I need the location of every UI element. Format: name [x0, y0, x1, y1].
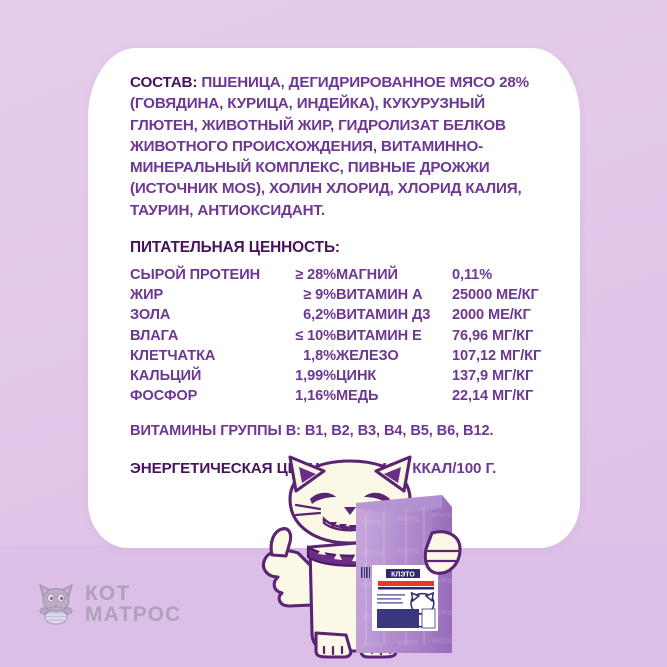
svg-text:КЛЭТО: КЛЭТО — [398, 517, 419, 523]
card-content: СОСТАВ: ПШЕНИЦА, ДЕГИДРИРОВАННОЕ МЯСО 28… — [130, 72, 560, 479]
table-row: КЛЕТЧАТКА 1,8% ЖЕЛЕЗО 107,12 МГ/КГ — [130, 346, 554, 366]
nutrient-name: ВИТАМИН А — [336, 287, 423, 304]
nutrient-name: ВИТАМИН Е — [336, 327, 422, 344]
svg-text:КЛЭТО: КЛЭТО — [398, 549, 419, 555]
svg-text:КЛЭТО: КЛЭТО — [432, 513, 453, 519]
nutrient-name: МЕДЬ — [336, 388, 379, 405]
nutrient-value: 107,12 МГ/КГ — [452, 347, 542, 364]
svg-text:КЛЭТО: КЛЭТО — [362, 643, 383, 649]
nutrient-name: КЛЕТЧАТКА — [130, 347, 216, 364]
nutrient-value: 1,8% — [303, 347, 336, 364]
brand-logo-line2: Матрос — [85, 603, 182, 626]
nutrient-name: ЗОЛА — [130, 307, 171, 324]
table-row: ВЛАГА ≤ 10% ВИТАМИН Е 76,96 МГ/КГ — [130, 326, 554, 346]
ingredients-label: СОСТАВ: — [130, 74, 198, 91]
nutrient-name: ЦИНК — [336, 368, 377, 385]
ingredients-paragraph: СОСТАВ: ПШЕНИЦА, ДЕГИДРИРОВАННОЕ МЯСО 28… — [130, 72, 542, 221]
table-row: ЗОЛА 6,2% ВИТАМИН Д3 2000 МЕ/КГ — [130, 305, 554, 325]
cat-head-icon — [36, 583, 76, 625]
nutrient-value: 1,16% — [295, 388, 336, 405]
vitamins-b-line: ВИТАМИНЫ ГРУППЫ B: B1, B2, B3, B4, B5, B… — [130, 422, 494, 439]
svg-text:КЛЭТО: КЛЭТО — [398, 641, 419, 647]
nutrient-value: 2000 МЕ/КГ — [452, 307, 531, 324]
nutrient-value: 6,2% — [303, 307, 336, 324]
nutrient-value: 137,9 МГ/КГ — [452, 368, 534, 385]
nutrient-name: СЫРОЙ ПРОТЕИН — [130, 267, 261, 284]
nutrient-name: ВИТАМИН Д3 — [336, 307, 431, 324]
nutrient-name: МАГНИЙ — [336, 267, 398, 284]
nutrient-value: ≥ 9% — [303, 287, 336, 304]
nutrient-name: КАЛЬЦИЙ — [130, 368, 202, 385]
table-row: СЫРОЙ ПРОТЕИН ≥ 28% МАГНИЙ 0,11% — [130, 265, 554, 285]
table-row: ФОСФОР 1,16% МЕДЬ 22,14 МГ/КГ — [130, 386, 554, 406]
nutrient-name: ЖИР — [130, 287, 164, 304]
nutrient-value: ≥ 28% — [295, 267, 336, 284]
nutrient-name: ЖЕЛЕЗО — [336, 347, 399, 364]
svg-text:КЛЭТО: КЛЭТО — [432, 611, 453, 617]
table-row: КАЛЬЦИЙ 1,99% ЦИНК 137,9 МГ/КГ — [130, 366, 554, 386]
nutrient-value: 0,11% — [452, 267, 493, 284]
svg-text:КЛЭТО: КЛЭТО — [362, 521, 383, 527]
ingredients-text: ПШЕНИЦА, ДЕГИДРИРОВАННОЕ МЯСО 28% (ГОВЯД… — [130, 74, 530, 219]
table-row: ЖИР ≥ 9% ВИТАМИН А 25000 МЕ/КГ — [130, 285, 554, 305]
brand-logo-text: Кот Матрос — [85, 583, 181, 625]
svg-text:КЛЭТО: КЛЭТО — [432, 579, 453, 585]
nutrition-heading: ПИТАТЕЛЬНАЯ ЦЕННОСТЬ: — [130, 239, 340, 257]
nutrient-value: 1,99% — [295, 368, 336, 385]
brand-logo-line1: Кот — [85, 582, 131, 605]
svg-text:КЛЭТО: КЛЭТО — [391, 571, 415, 578]
nutrient-value: ≤ 10% — [295, 327, 336, 344]
nutrient-name: ВЛАГА — [130, 327, 179, 344]
nutrient-name: ФОСФОР — [130, 388, 198, 405]
nutrient-value: 22,14 МГ/КГ — [452, 388, 534, 405]
svg-text:КЛЭТО: КЛЭТО — [432, 639, 453, 645]
nutrition-table: СЫРОЙ ПРОТЕИН ≥ 28% МАГНИЙ 0,11% ЖИР ≥ 9… — [130, 265, 554, 406]
brand-logo: Кот Матрос — [36, 583, 181, 625]
svg-text:КЛЭТО: КЛЭТО — [362, 551, 383, 557]
nutrient-value: 25000 МЕ/КГ — [452, 287, 539, 304]
thumbs-up-cat-mascot: КЛЭТО КЛЭТО КЛЭТО КЛЭТО КЛЭТО КЛЭТО КЛЭТО КЛЭ… — [246, 455, 478, 660]
nutrient-value: 76,96 МГ/КГ — [452, 327, 534, 344]
